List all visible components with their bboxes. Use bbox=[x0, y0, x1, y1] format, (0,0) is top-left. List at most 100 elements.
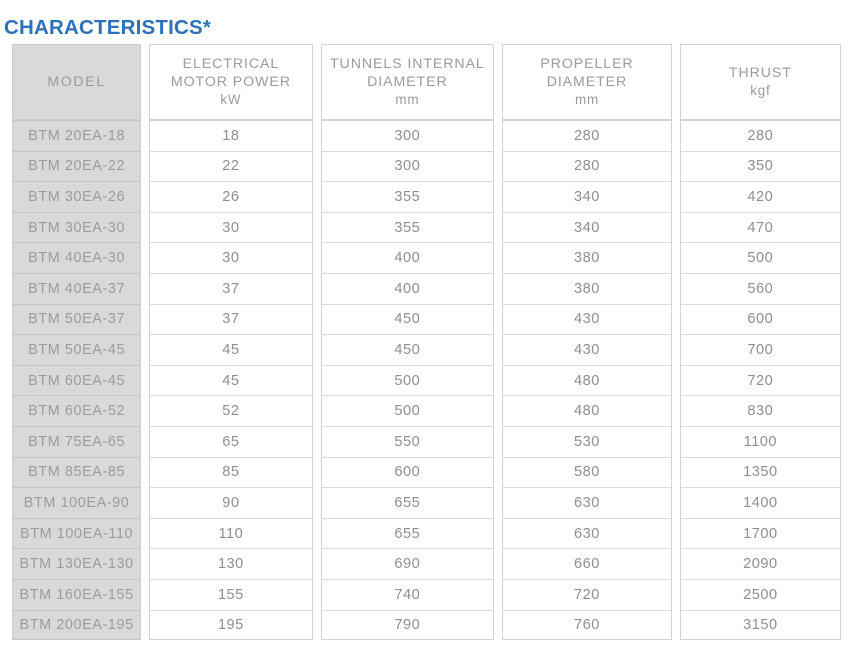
table-body: BTM 20EA-18 18 300 280 280 BTM 20EA-22 22 300 28… bbox=[12, 120, 841, 641]
cell-model: BTM 75EA-65 bbox=[12, 425, 142, 457]
table-row: BTM 75EA-65 65 550 530 1100 bbox=[12, 425, 841, 457]
cell-model: BTM 30EA-26 bbox=[12, 181, 142, 212]
cell-tunnel: 500 bbox=[320, 364, 495, 396]
cell-propeller: 430 bbox=[502, 334, 672, 365]
table-row: BTM 30EA-30 30 355 340 470 bbox=[12, 211, 841, 243]
table-row: BTM 40EA-30 30 400 380 500 bbox=[12, 242, 841, 273]
cell-model: BTM 160EA-155 bbox=[12, 578, 142, 610]
cell-thrust: 1100 bbox=[679, 425, 841, 457]
cell-power: 37 bbox=[149, 272, 313, 304]
cell-propeller: 480 bbox=[502, 395, 672, 426]
cell-thrust: 350 bbox=[679, 150, 841, 182]
cell-propeller: 340 bbox=[502, 181, 672, 212]
cell-model: BTM 50EA-37 bbox=[12, 303, 142, 335]
cell-tunnel: 400 bbox=[320, 272, 495, 304]
cell-thrust: 1700 bbox=[679, 517, 841, 549]
table-row: BTM 100EA-90 90 655 630 1400 bbox=[12, 487, 841, 518]
cell-power: 26 bbox=[149, 181, 313, 212]
cell-thrust: 2090 bbox=[679, 548, 841, 579]
table-row: BTM 100EA-110 110 655 630 1700 bbox=[12, 517, 841, 549]
cell-power: 90 bbox=[149, 487, 313, 518]
cell-propeller: 580 bbox=[502, 456, 672, 488]
table-header-row: MODEL ELECTRICAL MOTOR POWER kW TUNNELS … bbox=[12, 44, 841, 120]
cell-model: BTM 100EA-90 bbox=[12, 487, 142, 518]
cell-model: BTM 130EA-130 bbox=[12, 548, 142, 579]
cell-propeller: 340 bbox=[502, 211, 672, 243]
cell-model: BTM 50EA-45 bbox=[12, 334, 142, 365]
table-row: BTM 60EA-45 45 500 480 720 bbox=[12, 364, 841, 396]
cell-power: 30 bbox=[149, 211, 313, 243]
cell-tunnel: 655 bbox=[320, 487, 495, 518]
cell-propeller: 660 bbox=[502, 548, 672, 579]
cell-power: 195 bbox=[149, 609, 313, 641]
table-row: BTM 85EA-85 85 600 580 1350 bbox=[12, 456, 841, 488]
column-header-power-line1: ELECTRICAL bbox=[182, 56, 280, 72]
cell-model: BTM 85EA-85 bbox=[12, 456, 142, 488]
column-header-propeller-line1: PROPELLER bbox=[540, 56, 634, 72]
cell-thrust: 1350 bbox=[679, 456, 841, 488]
table-row: BTM 50EA-37 37 450 430 600 bbox=[12, 303, 841, 335]
cell-tunnel: 400 bbox=[320, 242, 495, 273]
cell-tunnel: 550 bbox=[320, 425, 495, 457]
cell-thrust: 830 bbox=[679, 395, 841, 426]
cell-tunnel: 655 bbox=[320, 517, 495, 549]
cell-propeller: 430 bbox=[502, 303, 672, 335]
column-header-thrust-unit: kgf bbox=[750, 83, 771, 98]
cell-power: 18 bbox=[149, 120, 313, 151]
cell-model: BTM 200EA-195 bbox=[12, 609, 142, 641]
cell-model: BTM 20EA-18 bbox=[12, 120, 142, 151]
column-header-tunnel-unit: mm bbox=[395, 92, 420, 107]
cell-tunnel: 690 bbox=[320, 548, 495, 579]
cell-power: 30 bbox=[149, 242, 313, 273]
table-row: BTM 30EA-26 26 355 340 420 bbox=[12, 181, 841, 212]
table-row: BTM 20EA-18 18 300 280 280 bbox=[12, 120, 841, 151]
cell-tunnel: 500 bbox=[320, 395, 495, 426]
column-header-propeller-line2: DIAMETER bbox=[546, 74, 628, 90]
table-row: BTM 40EA-37 37 400 380 560 bbox=[12, 272, 841, 304]
cell-thrust: 3150 bbox=[679, 609, 841, 641]
cell-propeller: 720 bbox=[502, 578, 672, 610]
characteristics-table: MODEL ELECTRICAL MOTOR POWER kW TUNNELS … bbox=[4, 44, 849, 641]
page-title: CHARACTERISTICS* bbox=[4, 15, 212, 39]
cell-tunnel: 355 bbox=[320, 181, 495, 212]
cell-power: 37 bbox=[149, 303, 313, 335]
cell-power: 22 bbox=[149, 150, 313, 182]
column-header-power-unit: kW bbox=[220, 92, 242, 107]
cell-model: BTM 30EA-30 bbox=[12, 211, 142, 243]
cell-propeller: 280 bbox=[502, 150, 672, 182]
cell-propeller: 630 bbox=[502, 487, 672, 518]
column-header-tunnel-line1: TUNNELS INTERNAL bbox=[329, 56, 485, 72]
column-header-model: MODEL bbox=[12, 44, 142, 120]
cell-thrust: 1400 bbox=[679, 487, 841, 518]
cell-tunnel: 790 bbox=[320, 609, 495, 641]
cell-propeller: 630 bbox=[502, 517, 672, 549]
cell-thrust: 470 bbox=[679, 211, 841, 243]
column-header-tunnel-line2: DIAMETER bbox=[367, 74, 448, 90]
column-header-thrust-line1: THRUST bbox=[728, 65, 792, 81]
cell-model: BTM 60EA-52 bbox=[12, 395, 142, 426]
column-header-power-line2: MOTOR POWER bbox=[170, 74, 291, 90]
table-row: BTM 160EA-155 155 740 720 2500 bbox=[12, 578, 841, 610]
cell-thrust: 700 bbox=[679, 334, 841, 365]
cell-thrust: 280 bbox=[679, 120, 841, 151]
cell-power: 65 bbox=[149, 425, 313, 457]
cell-thrust: 420 bbox=[679, 181, 841, 212]
cell-thrust: 2500 bbox=[679, 578, 841, 610]
cell-tunnel: 450 bbox=[320, 303, 495, 335]
table-row: BTM 50EA-45 45 450 430 700 bbox=[12, 334, 841, 365]
cell-tunnel: 355 bbox=[320, 211, 495, 243]
column-header-model-line1: MODEL bbox=[47, 74, 106, 90]
cell-thrust: 560 bbox=[679, 272, 841, 304]
cell-propeller: 380 bbox=[502, 272, 672, 304]
cell-tunnel: 450 bbox=[320, 334, 495, 365]
column-header-thrust: THRUST kgf bbox=[679, 44, 841, 120]
cell-power: 45 bbox=[149, 334, 313, 365]
cell-power: 155 bbox=[149, 578, 313, 610]
cell-thrust: 720 bbox=[679, 364, 841, 396]
table-row: BTM 20EA-22 22 300 280 350 bbox=[12, 150, 841, 182]
table-header: MODEL ELECTRICAL MOTOR POWER kW TUNNELS … bbox=[12, 44, 841, 120]
cell-tunnel: 300 bbox=[320, 120, 495, 151]
cell-thrust: 500 bbox=[679, 242, 841, 273]
cell-model: BTM 40EA-37 bbox=[12, 272, 142, 304]
